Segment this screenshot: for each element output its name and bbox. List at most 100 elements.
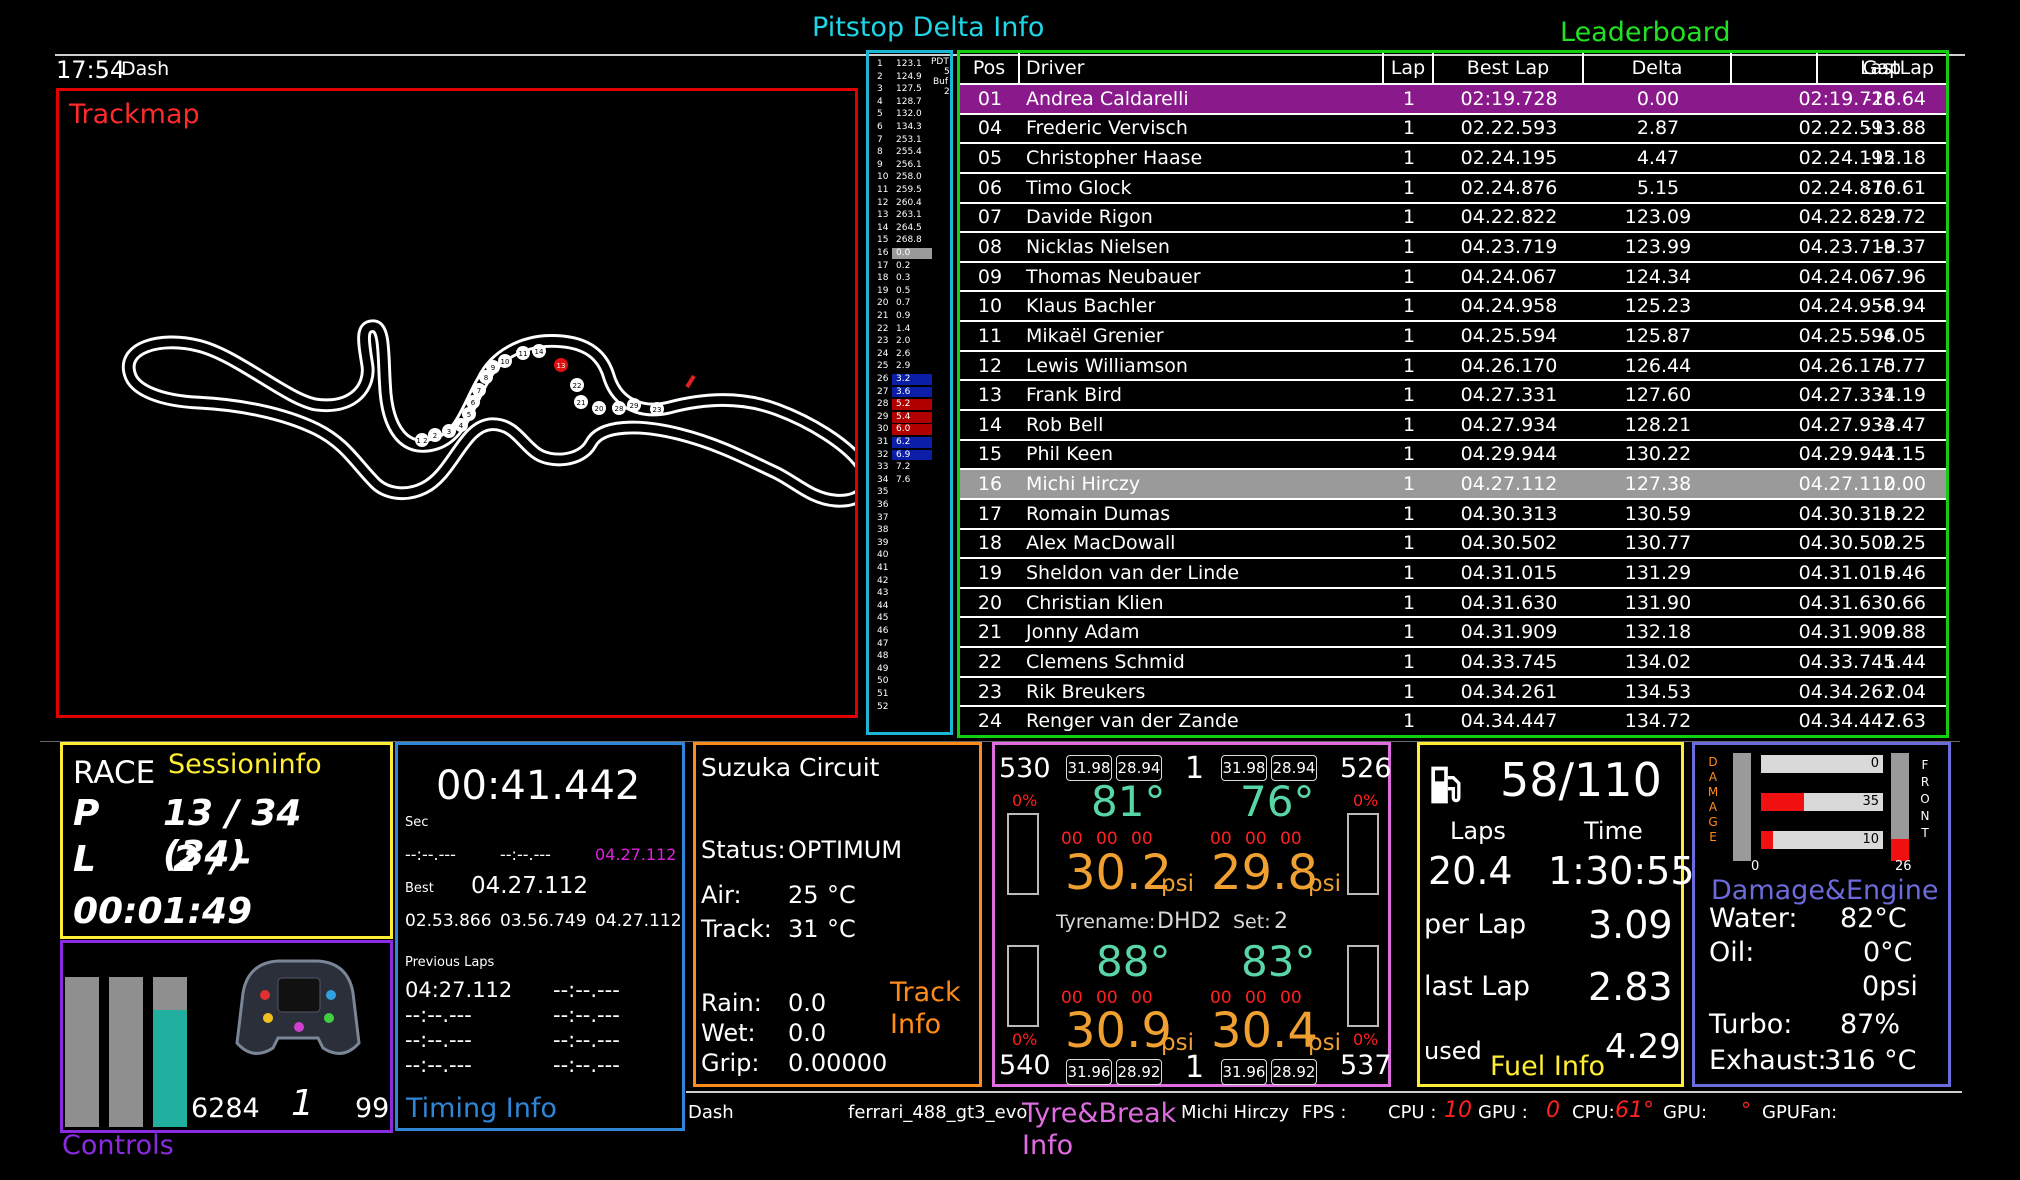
cell-gap: 2.04 xyxy=(1883,680,1926,703)
pressure-chip-rr-b: 28.92 xyxy=(1271,1059,1317,1085)
table-row[interactable]: 08 Nicklas Nielsen 1 04.23.719 123.99 04.23.7… xyxy=(960,231,1946,261)
pitstop-delta-value: 123.1 xyxy=(896,59,922,69)
table-row[interactable]: 05 Christopher Haase 1 02.24.195 4.47 02.24.1… xyxy=(960,142,1946,172)
prev-lap-6: --:--.--- xyxy=(553,1028,620,1052)
pitstop-lap-number: 8 xyxy=(877,147,883,158)
pressure-chip-fl-b: 28.94 xyxy=(1116,755,1162,781)
col-header-best-lap[interactable]: Best Lap xyxy=(1434,53,1584,83)
list-item: 10 258.0 xyxy=(877,172,951,183)
cell-pos: 05 xyxy=(977,147,1003,170)
tyre-section-label-2: Info xyxy=(1022,1130,1074,1161)
cell-delta: 134.53 xyxy=(1624,680,1692,703)
gpufan-label: GPUFan: xyxy=(1762,1102,1838,1123)
best-sector-3: 04.27.112 xyxy=(595,911,682,931)
table-row[interactable]: 12 Lewis Williamson 1 04.26.170 126.44 04.26.… xyxy=(960,349,1946,380)
table-row[interactable]: 07 Davide Rigon 1 04.22.822 123.09 04.22.822-… xyxy=(960,201,1946,232)
pitstop-lap-number: 5 xyxy=(877,109,883,120)
pitstop-delta-value: 6.2 xyxy=(892,437,932,448)
track-temp-unit: °C xyxy=(827,915,856,943)
table-row[interactable]: 21 Jonny Adam 1 04.31.909 132.18 04.31.909 0.8… xyxy=(960,616,1946,646)
pitstop-lap-number: 37 xyxy=(877,512,889,523)
table-row[interactable]: 01 Andrea Caldarelli 1 02:19.728 0.00 02:19.7… xyxy=(960,83,1946,113)
track-temp-label: Track: xyxy=(701,915,772,943)
list-item: 31 6.2 xyxy=(877,437,951,448)
throttle-bar-fill xyxy=(153,1010,187,1127)
fuel-per-lap: 3.09 xyxy=(1588,903,1673,947)
table-row[interactable]: 04 Frederic Vervisch 1 02.22.593 2.87 02.22.5… xyxy=(960,112,1946,143)
timing-section-label: Timing Info xyxy=(406,1093,557,1124)
col-header-gap[interactable]: Gap xyxy=(1816,53,1946,83)
pitstop-delta-value xyxy=(892,702,932,713)
top-divider xyxy=(55,54,1965,56)
wear-rr-3: 00 xyxy=(1280,988,1302,1008)
cell-pos: 17 xyxy=(977,502,1003,525)
brake-bar-fl xyxy=(1007,813,1039,895)
table-row[interactable]: 24 Renger van der Zande 1 04.34.447 134.72 04… xyxy=(960,705,1946,735)
cell-driver: Rob Bell xyxy=(1026,413,1104,436)
fuel-last-lap-label: last Lap xyxy=(1424,971,1531,1002)
cell-delta: 127.60 xyxy=(1624,384,1692,407)
track-info-label-1: Track xyxy=(890,977,961,1008)
list-item: 30 6.0 xyxy=(877,424,951,436)
table-row[interactable]: 09 Thomas Neubauer 1 04.24.067 124.34 04.24.0… xyxy=(960,260,1946,291)
cell-delta: 125.87 xyxy=(1624,324,1692,347)
cell-lastlap: 04.22.822 xyxy=(1798,206,1896,229)
pitstop-delta-value: 264.5 xyxy=(896,222,922,233)
pitstop-delta-value xyxy=(892,626,932,637)
session-type: RACE xyxy=(73,755,156,791)
cell-delta: 132.18 xyxy=(1624,621,1692,644)
bottom-dash-label: Dash xyxy=(688,1102,734,1123)
col-header-lap[interactable]: Lap xyxy=(1384,53,1434,83)
car-marker xyxy=(592,401,606,415)
cell-best-lap: 04.24.067 xyxy=(1460,265,1558,288)
pitstop-delta-value: 128.7 xyxy=(896,96,922,107)
session-time: 00:01:49 xyxy=(73,891,253,932)
table-row[interactable]: 17 Romain Dumas 1 04.30.313 130.59 04.30.313 0… xyxy=(960,497,1946,528)
cell-lap: 1 xyxy=(1402,147,1416,170)
cell-pos: 15 xyxy=(977,443,1003,466)
cell-gap: 0.22 xyxy=(1883,502,1926,525)
list-item: 44 xyxy=(877,601,951,612)
prev-lap-2: --:--.--- xyxy=(553,978,620,1002)
pitstop-panel: PDT 5 Buf 2 1 123.1 2 124.9 3 127.5 4 128.7 5 132… xyxy=(866,50,953,735)
pitstop-lap-number: 36 xyxy=(877,500,889,510)
best-sector-2: 03.56.749 xyxy=(500,911,587,931)
list-item: 33 7.2 xyxy=(877,462,951,473)
list-item: 39 xyxy=(877,538,951,549)
cell-driver: Davide Rigon xyxy=(1026,206,1153,229)
fuel-time: 1:30:55 xyxy=(1548,849,1695,893)
col-header-driver[interactable]: Driver xyxy=(1020,53,1384,83)
pressure-chip-rl-a: 31.96 xyxy=(1066,1059,1112,1085)
table-row[interactable]: 06 Timo Glock 1 02.24.876 5.15 02.24.876 -10.6… xyxy=(960,171,1946,202)
table-row[interactable]: 23 Rik Breukers 1 04.34.261 134.53 04.34.261 2… xyxy=(960,675,1946,706)
cell-pos: 09 xyxy=(977,265,1003,288)
fuel-last-lap: 2.83 xyxy=(1588,965,1673,1009)
table-row[interactable]: 15 Phil Keen 1 04.29.944 130.22 04.29.944 -1.1… xyxy=(960,438,1946,469)
pitstop-lap-number: 40 xyxy=(877,550,889,561)
turbo-value: 87% xyxy=(1840,1009,1901,1040)
exhaust-label: Exhaust: xyxy=(1709,1045,1827,1076)
table-row[interactable]: 22 Clemens Schmid 1 04.33.745 134.02 04.33.74… xyxy=(960,646,1946,676)
car-model: ferrari_488_gt3_evo xyxy=(848,1102,1028,1123)
table-row[interactable]: 13 Frank Bird 1 04.27.331 127.60 04.27.331 -4.… xyxy=(960,379,1946,409)
col-header-delta[interactable]: Delta xyxy=(1584,53,1732,83)
cell-gap: -7.96 xyxy=(1876,265,1926,288)
list-item: 28 5.2 xyxy=(877,399,951,410)
track-status: OPTIMUM xyxy=(788,836,903,864)
prev-lap-7: --:--.--- xyxy=(405,1053,472,1077)
table-row[interactable]: 11 Mikaël Grenier 1 04.25.594 125.87 04.25.59… xyxy=(960,320,1946,350)
table-row[interactable]: 18 Alex MacDowall 1 04.30.502 130.77 04.30.50… xyxy=(960,527,1946,558)
table-row[interactable]: 19 Sheldon van der Linde 1 04.31.015 131.29 0… xyxy=(960,557,1946,587)
pressure-chip-fr-a: 31.98 xyxy=(1221,755,1267,781)
list-item: 34 7.6 xyxy=(877,475,951,486)
col-header-pos[interactable]: Pos xyxy=(960,53,1020,83)
pitstop-lap-number: 14 xyxy=(877,222,889,233)
table-row[interactable]: 16 Michi Hirczy 1 04.27.112 127.38 04.27.112 0… xyxy=(960,468,1946,498)
wear-rl-3: 00 xyxy=(1131,988,1153,1008)
pitstop-lap-number: 17 xyxy=(877,260,889,271)
table-row[interactable]: 20 Christian Klien 1 04.31.630 131.90 04.31.6… xyxy=(960,586,1946,617)
cell-lastlap: 04.31.630 xyxy=(1798,591,1896,614)
table-row[interactable]: 14 Rob Bell 1 04.27.934 128.21 04.27.934 -3.47 xyxy=(960,409,1946,439)
table-row[interactable]: 10 Klaus Bachler 1 04.24.958 125.23 04.24.958… xyxy=(960,290,1946,320)
col-header-lastlap[interactable]: LastLap xyxy=(1860,57,1934,79)
